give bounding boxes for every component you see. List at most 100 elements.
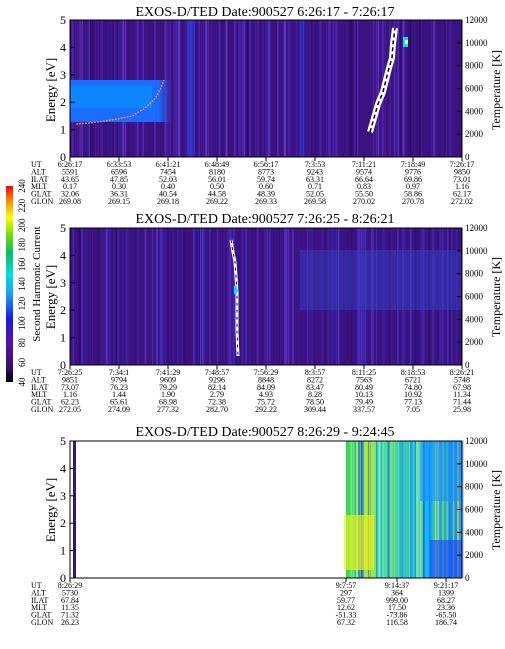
table-cell: 8180 <box>209 167 225 176</box>
texture-stripe <box>373 228 376 365</box>
table-cell: 272.05 <box>59 405 81 414</box>
y2-tick-label: 10000 <box>465 459 488 469</box>
texture-stripe <box>318 20 319 157</box>
table-row-label: GLON <box>31 197 53 206</box>
texture-stripe <box>228 20 230 157</box>
texture-stripe <box>430 20 433 157</box>
texture-stripe <box>284 228 287 365</box>
texture-stripe <box>311 228 313 365</box>
table-cell: 40.54 <box>159 190 177 199</box>
texture-stripe <box>349 20 352 157</box>
texture-stripe <box>144 228 147 365</box>
texture-stripe <box>413 441 414 578</box>
texture-stripe <box>290 20 292 157</box>
texture-stripe <box>433 20 436 157</box>
texture-stripe <box>335 228 337 365</box>
table-row-label: ALT <box>31 167 46 176</box>
texture-stripe <box>268 20 270 157</box>
table-cell: 269.15 <box>108 197 130 206</box>
table-cell: 11.35 <box>61 603 79 612</box>
texture-stripe <box>363 228 365 365</box>
texture-stripe <box>446 20 448 157</box>
texture-stripe <box>287 20 289 157</box>
texture-stripe <box>176 228 179 365</box>
panel-2-band <box>300 250 462 310</box>
table-cell: 337.57 <box>353 405 375 414</box>
texture-stripe <box>325 20 327 157</box>
texture-stripe <box>388 441 391 578</box>
texture-stripe <box>113 228 115 365</box>
texture-stripe <box>178 20 181 157</box>
texture-stripe <box>359 228 362 365</box>
table-row-label: ILAT <box>31 596 48 605</box>
texture-stripe <box>437 441 440 578</box>
texture-stripe <box>421 441 423 578</box>
texture-stripe <box>409 228 412 365</box>
texture-stripe <box>423 441 425 578</box>
texture-stripe <box>453 20 455 157</box>
texture-stripe <box>439 228 442 365</box>
texture-stripe <box>266 20 269 157</box>
colorbar-tick: 220 <box>17 198 27 212</box>
texture-stripe <box>455 228 458 365</box>
texture-stripe <box>331 228 334 365</box>
table-cell: 79.29 <box>159 383 177 392</box>
table-cell: 0.83 <box>357 182 371 191</box>
texture-stripe <box>420 441 423 578</box>
table-cell: 1.90 <box>161 390 175 399</box>
table-cell: 0.71 <box>308 182 322 191</box>
texture-stripe <box>378 441 380 578</box>
table-cell: 8272 <box>307 375 323 384</box>
texture-stripe <box>266 228 269 365</box>
texture-stripe <box>81 228 83 365</box>
texture-stripe <box>376 441 378 578</box>
table-cell: 10.13 <box>355 390 373 399</box>
y-tick-label: 5 <box>60 221 66 235</box>
table-cell: 78.50 <box>306 398 324 407</box>
texture-stripe <box>277 20 279 157</box>
texture-stripe <box>445 441 449 578</box>
y2-tick-label: 6000 <box>465 84 484 94</box>
y2-tick-label: 10000 <box>465 246 488 256</box>
texture-stripe <box>461 441 464 578</box>
texture-stripe <box>361 228 363 365</box>
texture-stripe <box>327 228 328 365</box>
texture-stripe <box>392 441 394 578</box>
texture-stripe <box>351 20 353 157</box>
texture-stripe <box>254 20 257 157</box>
texture-stripe <box>356 441 358 578</box>
texture-stripe <box>408 20 410 157</box>
texture-stripe <box>454 441 457 578</box>
panel-2-ylabel: Energy [eV] <box>43 265 58 329</box>
texture-stripe <box>324 228 326 365</box>
y2-tick-label: 12000 <box>465 223 488 233</box>
texture-stripe <box>72 228 75 365</box>
table-cell: 0.40 <box>161 182 175 191</box>
texture-stripe <box>433 441 435 578</box>
texture-stripe <box>422 228 425 365</box>
table-cell: 8848 <box>258 375 274 384</box>
table-cell: 0.30 <box>112 182 126 191</box>
colorbar-tick: 100 <box>17 316 27 330</box>
table-cell: 74.80 <box>404 383 422 392</box>
texture-stripe <box>263 20 265 157</box>
table-cell: 65.61 <box>110 398 128 407</box>
texture-stripe <box>225 228 227 365</box>
table-row-label: GLON <box>31 618 53 627</box>
table-cell: 8:11:25 <box>352 368 376 377</box>
texture-stripe <box>249 228 251 365</box>
texture-stripe <box>159 228 161 365</box>
table-cell: 297 <box>340 588 352 597</box>
texture-stripe <box>167 228 169 365</box>
texture-stripe <box>107 228 110 365</box>
y-tick-label: 2 <box>60 303 66 317</box>
texture-stripe <box>101 228 103 365</box>
table-cell: 71.32 <box>61 611 79 620</box>
texture-stripe <box>410 441 413 578</box>
texture-stripe <box>399 20 402 157</box>
texture-stripe <box>422 441 423 578</box>
table-cell: 9609 <box>160 375 176 384</box>
texture-stripe <box>389 228 391 365</box>
texture-stripe <box>309 20 311 157</box>
table-row-label: GLON <box>31 405 53 414</box>
